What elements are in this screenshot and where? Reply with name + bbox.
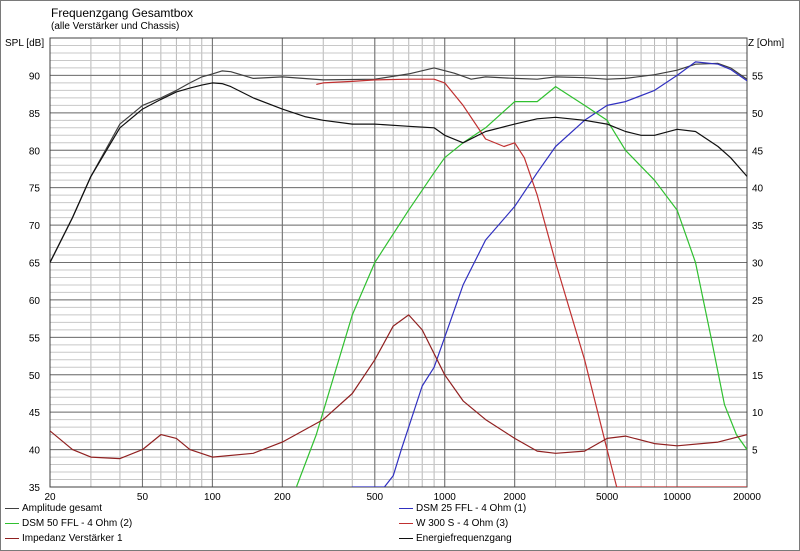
- y-tick-label-left: 70: [29, 221, 41, 232]
- y-tick-label-left: 50: [29, 371, 41, 382]
- chart-subtitle: (alle Verstärker und Chassis): [51, 21, 180, 32]
- y-tick-label-left: 85: [29, 109, 41, 120]
- legend-item: W 300 S - 4 Ohm (3): [399, 518, 508, 529]
- x-tick-label: 200: [274, 492, 291, 503]
- y-tick-label-left: 90: [29, 71, 41, 82]
- legend-label: W 300 S - 4 Ohm (3): [416, 518, 509, 529]
- legend-swatch: [399, 537, 413, 539]
- series-line-3: [295, 85, 747, 487]
- y-tick-label-right: 25: [752, 296, 764, 307]
- y-tick-label-left: 75: [29, 184, 41, 195]
- legend-item: Energiefrequenzgang: [399, 533, 512, 544]
- y-tick-label-right: 20: [752, 333, 764, 344]
- y-tick-label-left: 55: [29, 333, 41, 344]
- legend-label: DSM 25 FFL - 4 Ohm (1): [416, 503, 527, 514]
- x-tick-label: 100: [204, 492, 221, 503]
- legend-swatch: [399, 507, 413, 509]
- x-tick-label: 2000: [504, 492, 527, 503]
- series-line-1: [50, 62, 747, 263]
- y-tick-label-left: 65: [29, 259, 41, 270]
- legend-label: Amplitude gesamt: [22, 503, 103, 514]
- series-line-6: [50, 82, 747, 263]
- y-tick-label-right: 15: [752, 371, 764, 382]
- y-tick-label-right: 50: [752, 109, 764, 120]
- x-tick-label: 5000: [596, 492, 619, 503]
- legend-label: DSM 50 FFL - 4 Ohm (2): [22, 518, 133, 529]
- x-tick-label: 20: [44, 492, 56, 503]
- legend-item: Amplitude gesamt: [5, 503, 102, 514]
- y-tick-label-left: 35: [29, 483, 41, 494]
- legend-item: DSM 25 FFL - 4 Ohm (1): [399, 503, 526, 514]
- y-tick-label-left: 40: [29, 446, 41, 457]
- legend-label: Energiefrequenzgang: [416, 533, 512, 544]
- series-line-4: [316, 78, 747, 487]
- y-tick-label-left: 60: [29, 296, 41, 307]
- legend-swatch: [399, 522, 413, 524]
- y-tick-label-right: 35: [752, 221, 764, 232]
- y-tick-label-right: 10: [752, 408, 764, 419]
- y-tick-label-right: 40: [752, 184, 764, 195]
- series-line-5: [50, 314, 747, 460]
- x-tick-label: 20000: [733, 492, 761, 503]
- x-tick-label: 10000: [663, 492, 691, 503]
- y-axis-label-left: SPL [dB]: [5, 38, 45, 49]
- legend-item: DSM 50 FFL - 4 Ohm (2): [5, 518, 132, 529]
- y-tick-label-right: 55: [752, 71, 764, 82]
- y-tick-label-left: 45: [29, 408, 41, 419]
- x-tick-label: 1000: [434, 492, 457, 503]
- y-axis-label-right: Z [Ohm]: [748, 38, 785, 49]
- series-line-2: [352, 61, 747, 487]
- legend-swatch: [5, 522, 19, 524]
- x-tick-label: 50: [137, 492, 149, 503]
- y-tick-label-right: 5: [752, 446, 758, 457]
- y-tick-label-left: 80: [29, 146, 41, 157]
- legend-item: Impedanz Verstärker 1: [5, 533, 123, 544]
- legend-label: Impedanz Verstärker 1: [22, 533, 123, 544]
- chart-title: Frequenzgang Gesamtbox: [51, 6, 194, 20]
- y-tick-label-right: 30: [752, 259, 764, 270]
- y-tick-label-right: 45: [752, 146, 764, 157]
- x-tick-label: 500: [366, 492, 383, 503]
- legend-swatch: [5, 537, 19, 539]
- legend-swatch: [5, 507, 19, 509]
